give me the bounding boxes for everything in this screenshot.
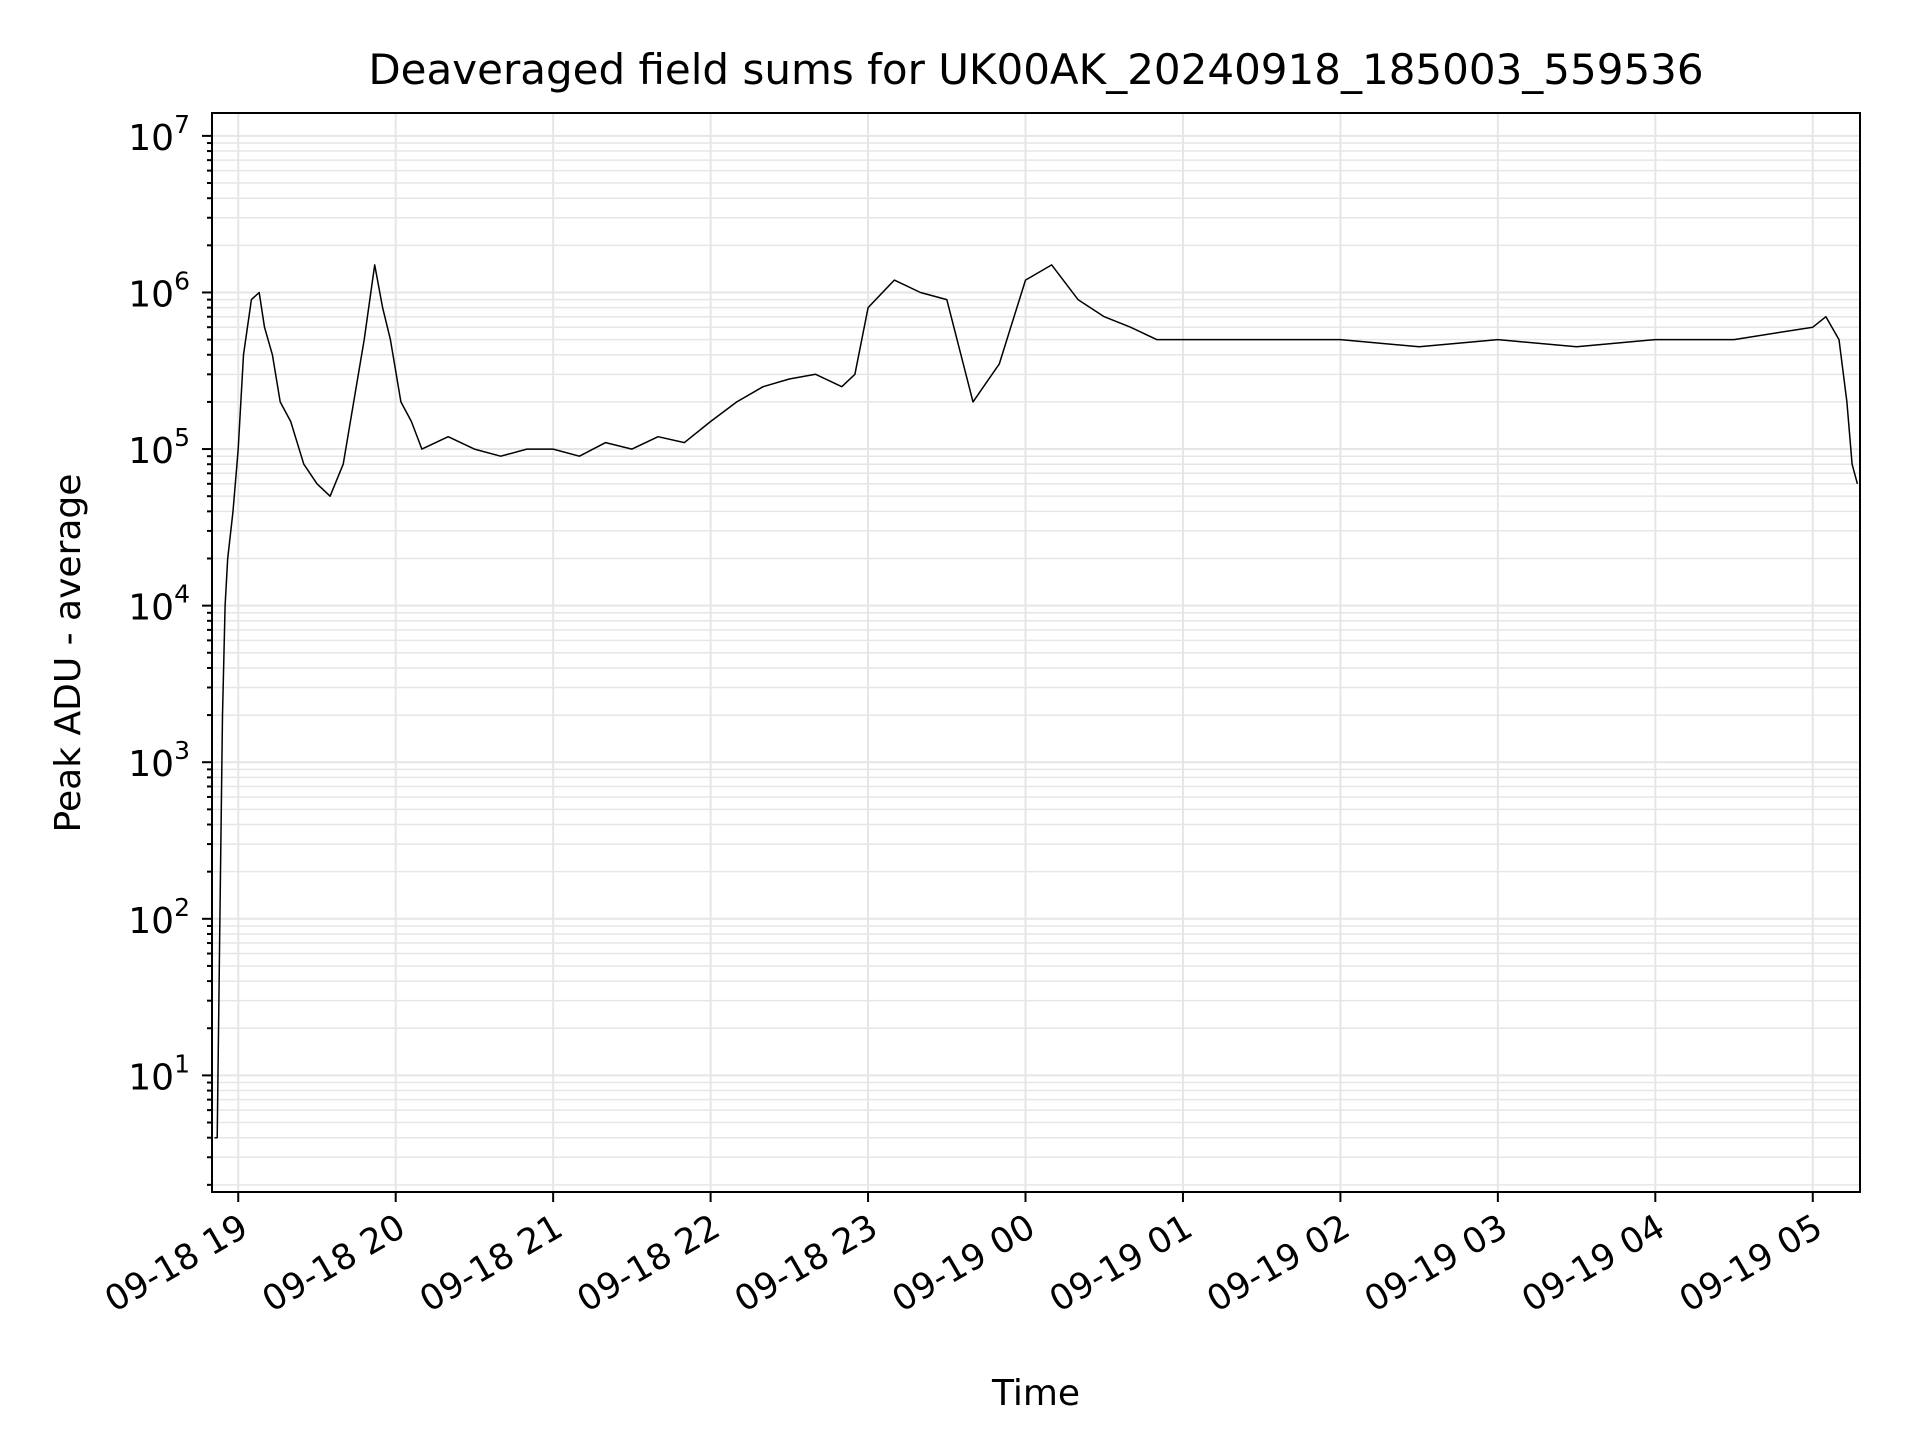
grid-layer — [212, 113, 1860, 1192]
y-tick-label: 102 — [128, 893, 190, 942]
y-tick-label: 101 — [128, 1049, 190, 1098]
series-line — [214, 264, 1859, 1139]
data-layer — [214, 264, 1859, 1139]
x-axis-label: Time — [991, 1373, 1080, 1414]
y-tick-label: 106 — [128, 266, 190, 315]
y-tick-label: 104 — [128, 580, 190, 629]
y-tick-label: 103 — [128, 736, 190, 785]
y-tick-label: 105 — [128, 423, 190, 472]
y-axis-label: Peak ADU - average — [48, 474, 89, 833]
y-tick-label: 107 — [128, 110, 190, 159]
chart-title: Deaveraged field sums for UK00AK_2024091… — [368, 45, 1703, 94]
y-tick-layer: 101 102 103 104 105 106 107 — [128, 110, 212, 1186]
